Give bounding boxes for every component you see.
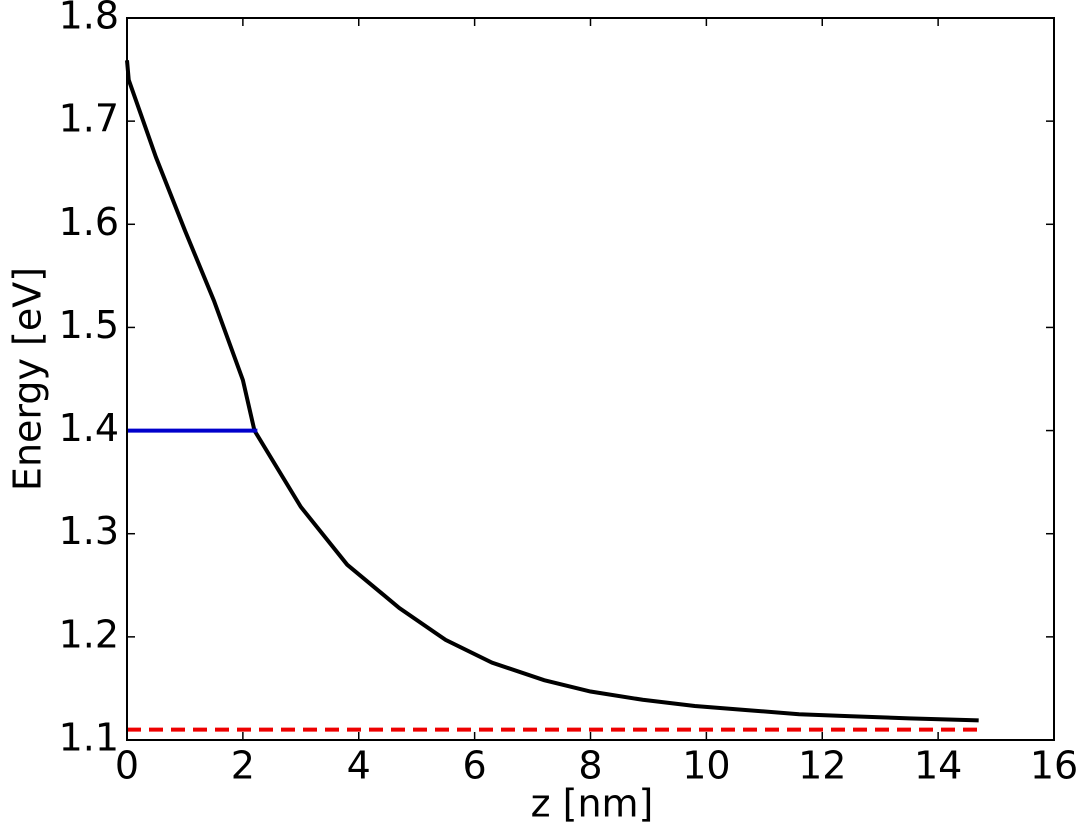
x-axis-label: z [nm] — [531, 782, 654, 826]
y-tick-label: 1.6 — [59, 200, 119, 244]
x-tick-label: 10 — [682, 744, 730, 788]
line — [125, 60, 979, 723]
y-tick-label: 1.7 — [59, 97, 119, 141]
x-tick-label: 4 — [347, 744, 371, 788]
y-tick-label: 1.2 — [59, 612, 119, 656]
plot-frame — [126, 17, 1055, 741]
y-tick-label: 1.5 — [59, 303, 119, 347]
y-tick-label: 1.1 — [59, 716, 119, 760]
y-axis-label: Energy [eV] — [6, 267, 50, 491]
x-tick-label: 8 — [578, 744, 602, 788]
y-tick-label: 1.4 — [59, 406, 119, 450]
x-tick-label: 16 — [1030, 744, 1078, 788]
y-tick-label: 1.8 — [59, 0, 119, 38]
x-tick-label: 14 — [914, 744, 962, 788]
x-tick-label: 0 — [115, 744, 139, 788]
x-tick-label: 2 — [231, 744, 255, 788]
x-tick-label: 12 — [798, 744, 846, 788]
x-tick-label: 6 — [463, 744, 487, 788]
y-tick-label: 1.3 — [59, 509, 119, 553]
